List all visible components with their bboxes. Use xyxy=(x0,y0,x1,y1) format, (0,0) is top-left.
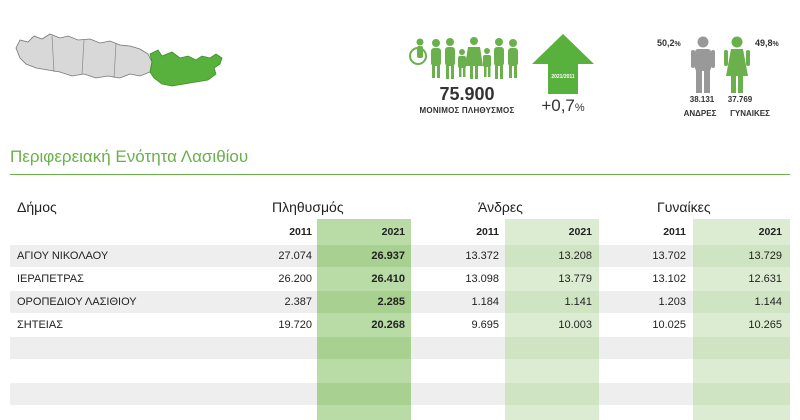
cell-pop2021: 20.268 xyxy=(371,319,405,331)
male-count: 38.131 xyxy=(689,95,715,104)
female-label: ΓΥΝΑΙΚΕΣ xyxy=(730,109,770,118)
man-figure-icon xyxy=(691,36,715,93)
row-stripe xyxy=(411,337,505,359)
year-pop-2011: 2011 xyxy=(289,226,312,238)
row-stripe xyxy=(317,291,411,313)
crete-map-west xyxy=(15,33,153,79)
cell-men2021: 1.141 xyxy=(564,296,592,308)
cell-pop2021: 26.410 xyxy=(371,273,405,285)
cell-women2011: 10.025 xyxy=(652,319,686,331)
year-pop-2021: 2021 xyxy=(381,226,405,238)
year-men-2021: 2021 xyxy=(568,226,592,238)
cell-men2011: 13.372 xyxy=(465,250,499,262)
row-stripe xyxy=(411,383,505,405)
population-total: 75.900 xyxy=(439,84,495,104)
up-arrow-icon xyxy=(532,34,594,94)
row-stripe xyxy=(505,383,599,405)
table-row: ΙΕΡΑΠΕΤΡΑΣ 26.200 26.410 13.098 13.779 13.102… xyxy=(10,268,790,291)
population-change: +0,7% xyxy=(528,96,598,116)
title-divider xyxy=(10,174,790,175)
cell-name: ΙΕΡΑΠΕΤΡΑΣ xyxy=(17,273,84,285)
row-stripe xyxy=(599,337,693,359)
row-stripe xyxy=(317,337,411,359)
row-stripe xyxy=(411,291,505,313)
cell-women2011: 13.702 xyxy=(652,250,686,262)
row-stripe xyxy=(10,383,317,405)
row-stripe xyxy=(317,245,411,267)
cell-pop2021: 26.937 xyxy=(371,250,405,262)
row-stripe xyxy=(599,245,693,267)
row-stripe xyxy=(693,291,790,313)
cell-pop2011: 19.720 xyxy=(278,319,312,331)
male-percentage: 50,2% xyxy=(657,38,681,48)
header-municipality: Δήμος xyxy=(17,199,57,215)
cell-women2011: 13.102 xyxy=(652,273,686,285)
row-stripe xyxy=(693,383,790,405)
cell-men2011: 9.695 xyxy=(471,319,499,331)
cell-name: ΣΗΤΕΙΑΣ xyxy=(17,319,63,331)
cell-men2011: 13.098 xyxy=(465,273,499,285)
arrow-caption: 2021/2011 xyxy=(551,74,575,80)
row-stripe xyxy=(693,245,790,267)
woman-figure-icon xyxy=(724,36,750,93)
change-unit: % xyxy=(574,102,585,114)
cell-women2021: 1.144 xyxy=(754,296,782,308)
row-stripe xyxy=(505,337,599,359)
crete-map-lasithi xyxy=(149,49,223,87)
row-stripe xyxy=(10,291,317,313)
row-stripe xyxy=(10,245,317,267)
row-stripe xyxy=(599,291,693,313)
year-women-2011: 2011 xyxy=(663,226,686,238)
cell-men2021: 13.779 xyxy=(558,273,592,285)
male-label: ΑΝΔΡΕΣ xyxy=(683,109,717,118)
cell-pop2021: 2.285 xyxy=(377,296,405,308)
cell-name: ΑΓΙΟΥ ΝΙΚΟΛΑΟΥ xyxy=(17,250,109,262)
change-value: +0,7 xyxy=(541,96,575,115)
row-stripe xyxy=(505,291,599,313)
cell-women2021: 13.729 xyxy=(748,250,782,262)
table-row: ΑΓΙΟΥ ΝΙΚΟΛΑΟΥ 27.074 26.937 13.372 13.208 13… xyxy=(10,245,790,268)
female-count: 37.769 xyxy=(727,95,753,104)
row-stripe xyxy=(10,337,317,359)
row-stripe xyxy=(693,337,790,359)
header-population: Πληθυσμός xyxy=(272,199,344,215)
header-women: Γυναίκες xyxy=(657,199,711,215)
cell-men2021: 10.003 xyxy=(558,319,592,331)
male-pct-value: 50,2 xyxy=(657,38,675,48)
table-row: ΟΡΟΠΕΔΙΟΥ ΛΑΣΙΘΙΟΥ 2.387 2.285 1.184 1.141 1.… xyxy=(10,291,790,314)
row-stripe xyxy=(505,245,599,267)
cell-women2021: 10.265 xyxy=(748,319,782,331)
row-stripe xyxy=(317,383,411,405)
female-pct-value: 49,8 xyxy=(755,38,773,48)
cell-men2021: 13.208 xyxy=(558,250,592,262)
crete-map xyxy=(15,33,223,87)
population-table: Δήμος Πληθυσμός Άνδρες Γυναίκες 2011 202… xyxy=(10,185,790,420)
cell-men2011: 1.184 xyxy=(471,296,499,308)
cell-women2021: 12.631 xyxy=(748,273,782,285)
header-men: Άνδρες xyxy=(478,199,523,215)
cell-pop2011: 2.387 xyxy=(284,296,312,308)
page-title: Περιφερειακή Ενότητα Λασιθίου xyxy=(10,147,249,166)
cell-women2011: 1.203 xyxy=(658,296,686,308)
cell-name: ΟΡΟΠΕΔΙΟΥ ΛΑΣΙΘΙΟΥ xyxy=(17,296,137,308)
female-percentage: 49,8% xyxy=(755,38,779,48)
row-stripe xyxy=(599,383,693,405)
row-stripe xyxy=(411,245,505,267)
cell-pop2011: 27.074 xyxy=(278,250,312,262)
family-group-icon xyxy=(409,37,518,79)
year-men-2011: 2011 xyxy=(476,226,499,238)
table-row: ΣΗΤΕΙΑΣ 19.720 20.268 9.695 10.003 10.025 10.2… xyxy=(10,314,790,337)
population-label: ΜΟΝΙΜΟΣ ΠΛΗΘΥΣΜΟΣ xyxy=(419,106,515,115)
cell-pop2011: 26.200 xyxy=(278,273,312,285)
year-women-2021: 2021 xyxy=(758,226,782,238)
